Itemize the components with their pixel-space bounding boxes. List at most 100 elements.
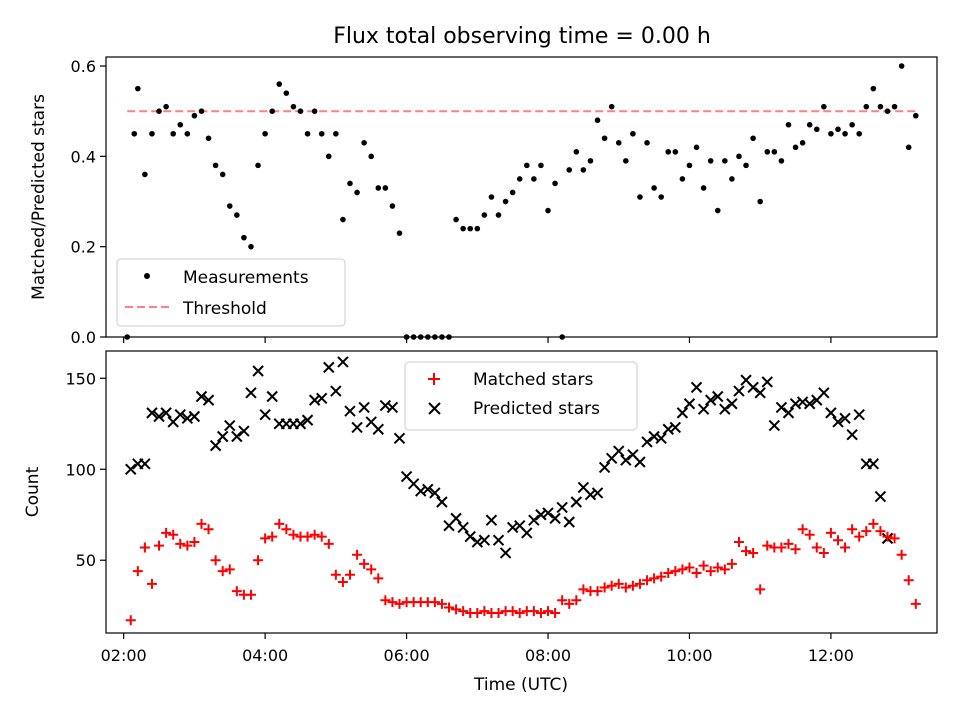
measurement-point bbox=[481, 212, 488, 218]
matched-marker bbox=[330, 569, 341, 580]
matched-marker bbox=[733, 537, 744, 548]
predicted-marker bbox=[648, 430, 660, 443]
measurement-point bbox=[884, 108, 891, 114]
predicted-marker bbox=[818, 387, 830, 399]
predicted-marker bbox=[655, 432, 667, 445]
bottom-subplot: Count Time (UTC) 50 100 150 02:00 04:00 06:0… bbox=[23, 351, 938, 695]
predicted-marker bbox=[867, 458, 880, 470]
predicted-marker bbox=[344, 405, 356, 417]
measurement-point bbox=[863, 103, 870, 110]
matched-marker bbox=[302, 531, 313, 542]
matched-marker bbox=[316, 531, 327, 542]
predicted-marker bbox=[528, 514, 540, 526]
matched-marker bbox=[741, 546, 752, 557]
measurement-point bbox=[743, 162, 749, 169]
measurement-point bbox=[495, 212, 502, 218]
predicted-marker bbox=[174, 408, 186, 421]
matched-marker bbox=[903, 575, 914, 586]
bottom-x-tick-label: 10:00 bbox=[666, 646, 712, 665]
predicted-marker bbox=[464, 530, 476, 543]
matched-marker bbox=[281, 524, 292, 535]
measurement-point bbox=[615, 140, 622, 146]
top-y-tick-label: 0.6 bbox=[71, 57, 96, 76]
matched-marker bbox=[337, 577, 348, 588]
predicted-marker bbox=[669, 421, 682, 434]
predicted-marker bbox=[613, 445, 625, 457]
legend-predicted-label: Predicted stars bbox=[473, 399, 600, 419]
matched-marker bbox=[719, 564, 730, 575]
predicted-marker bbox=[690, 381, 703, 394]
measurement-point bbox=[269, 108, 276, 114]
predicted-marker bbox=[308, 394, 321, 406]
measurement-point bbox=[722, 158, 728, 164]
matched-marker bbox=[762, 540, 773, 551]
matched-marker bbox=[267, 531, 278, 542]
measurement-point bbox=[566, 167, 573, 173]
predicted-marker bbox=[768, 419, 781, 432]
matched-marker bbox=[705, 566, 716, 577]
matched-marker bbox=[847, 524, 858, 535]
bottom-x-ticks: 02:00 04:00 06:00 08:00 10:00 12:00 bbox=[101, 633, 854, 665]
predicted-marker bbox=[315, 392, 328, 405]
measurement-point bbox=[905, 144, 912, 151]
measurement-point bbox=[693, 144, 700, 151]
matched-marker bbox=[146, 578, 157, 589]
predicted-marker bbox=[712, 390, 724, 403]
matched-marker bbox=[189, 537, 200, 548]
top-y-tick-label: 0.0 bbox=[71, 328, 96, 347]
measurement-point bbox=[276, 81, 283, 87]
measurement-point bbox=[587, 158, 594, 164]
predicted-marker bbox=[195, 390, 208, 403]
matched-marker bbox=[224, 564, 235, 575]
predicted-marker bbox=[733, 385, 745, 397]
measurement-point bbox=[736, 153, 742, 160]
matched-marker bbox=[493, 607, 504, 618]
predicted-marker bbox=[874, 490, 887, 503]
matched-marker bbox=[309, 529, 320, 540]
bottom-x-tick-label: 08:00 bbox=[525, 646, 571, 665]
matched-marker bbox=[599, 582, 610, 593]
matched-marker bbox=[387, 597, 398, 608]
predicted-marker bbox=[393, 432, 406, 445]
matched-marker bbox=[344, 569, 355, 580]
matched-marker bbox=[366, 564, 377, 575]
predicted-marker bbox=[492, 534, 505, 546]
predicted-marker bbox=[634, 456, 646, 468]
chart-title: Flux total observing time = 0.00 h bbox=[333, 24, 711, 49]
predicted-marker bbox=[146, 407, 158, 419]
predicted-marker bbox=[478, 534, 491, 546]
predicted-marker bbox=[747, 381, 759, 394]
measurement-point bbox=[368, 153, 375, 160]
predicted-marker bbox=[330, 385, 342, 397]
predicted-marker bbox=[188, 410, 201, 423]
matched-marker bbox=[352, 549, 363, 560]
measurement-point bbox=[333, 130, 339, 137]
measurement-point bbox=[877, 103, 884, 110]
predicted-marker bbox=[379, 399, 392, 412]
bottom-y-ticks: 50 100 150 bbox=[65, 369, 106, 570]
measurement-point bbox=[573, 149, 580, 155]
measurement-point bbox=[637, 194, 643, 200]
predicted-marker bbox=[704, 394, 717, 406]
predicted-marker bbox=[231, 430, 243, 443]
predicted-marker bbox=[266, 390, 278, 403]
measurement-point bbox=[785, 121, 792, 128]
legend-matched-label: Matched stars bbox=[473, 370, 593, 390]
matched-marker bbox=[606, 580, 617, 591]
predicted-marker bbox=[535, 509, 547, 521]
measurement-point bbox=[792, 144, 799, 151]
matched-marker bbox=[811, 542, 822, 553]
measurement-point bbox=[311, 108, 318, 114]
predicted-marker bbox=[803, 398, 816, 410]
matched-marker bbox=[196, 518, 207, 529]
measurement-point bbox=[396, 230, 403, 236]
predicted-marker bbox=[125, 463, 137, 475]
measurement-point bbox=[524, 162, 530, 169]
matched-marker bbox=[889, 533, 900, 544]
measurement-point bbox=[651, 185, 657, 191]
top-legend-box bbox=[116, 258, 346, 327]
measurement-point bbox=[644, 140, 650, 146]
measurement-point bbox=[545, 207, 551, 214]
predicted-marker bbox=[846, 428, 858, 441]
matched-marker bbox=[436, 598, 447, 609]
